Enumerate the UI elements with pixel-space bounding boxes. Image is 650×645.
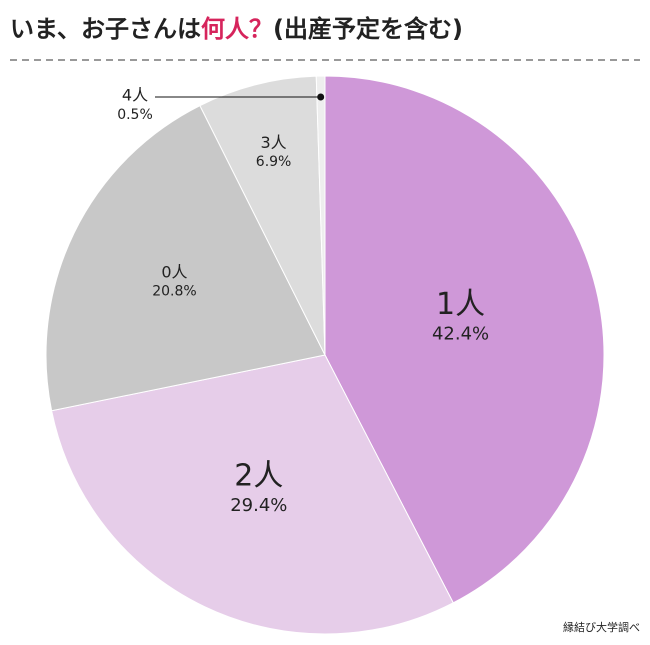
pie (45, 75, 605, 635)
source: 縁結び大学調べ (563, 620, 640, 634)
pie-slice (315, 75, 326, 356)
title-part: (出産予定を含む) (273, 15, 463, 43)
value-label: 29.4% (230, 495, 287, 516)
pie-slice (324, 75, 605, 604)
title-part: いま、お子さんは (10, 15, 201, 43)
value-label: 20.8% (152, 284, 196, 300)
pie-slice (199, 75, 326, 356)
category-label: 0人 (161, 263, 187, 282)
pie-slice (45, 104, 326, 412)
value-label: 0.5% (117, 107, 153, 123)
category-label: 2人 (234, 458, 283, 493)
chart-title: いま、お子さんは何人？(出産予定を含む) (10, 15, 463, 43)
category-label: 1人 (436, 287, 485, 322)
pie-slice (51, 354, 454, 635)
title-part: 何人？ (201, 15, 273, 43)
value-label: 6.9% (256, 154, 292, 170)
value-label: 42.4% (432, 324, 489, 345)
category-label: 4人 (122, 86, 148, 105)
category-label: 3人 (261, 133, 287, 152)
